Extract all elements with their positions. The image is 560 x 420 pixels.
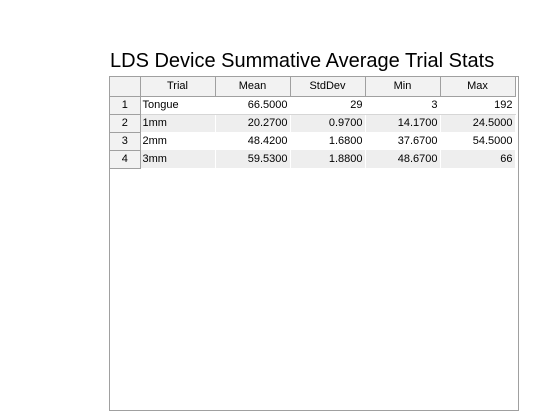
cell-mean[interactable]: 66.5000 <box>214 95 291 115</box>
cell-trial[interactable]: Tongue <box>139 95 216 115</box>
table-row[interactable]: 3 2mm 48.4200 1.6800 37.6700 54.5000 <box>110 132 516 151</box>
row-number[interactable]: 4 <box>110 150 141 169</box>
table-row[interactable]: 2 1mm 20.2700 0.9700 14.1700 24.5000 <box>110 114 516 133</box>
row-number[interactable]: 1 <box>110 96 141 115</box>
cell-stddev[interactable]: 29 <box>289 95 366 115</box>
column-header-mean[interactable]: Mean <box>215 77 291 97</box>
page-title: LDS Device Summative Average Trial Stats <box>110 50 495 72</box>
cell-max[interactable]: 24.5000 <box>440 114 516 132</box>
cell-trial[interactable]: 1mm <box>140 114 216 132</box>
cell-min[interactable]: 48.6700 <box>365 150 441 168</box>
cell-stddev[interactable]: 1.6800 <box>290 132 366 150</box>
cell-stddev[interactable]: 1.8800 <box>290 150 366 168</box>
cell-min[interactable]: 37.6700 <box>365 132 441 150</box>
stats-table: Trial Mean StdDev Min Max 1 Tongue 66.50… <box>110 77 516 169</box>
cell-mean[interactable]: 59.5300 <box>215 150 291 168</box>
stats-grid[interactable]: Trial Mean StdDev Min Max 1 Tongue 66.50… <box>109 76 519 411</box>
column-header-stddev[interactable]: StdDev <box>290 77 366 97</box>
cell-max[interactable]: 192 <box>439 95 516 115</box>
header-row: Trial Mean StdDev Min Max <box>110 77 516 97</box>
column-header-max[interactable]: Max <box>440 77 516 97</box>
cell-max[interactable]: 54.5000 <box>440 132 516 150</box>
cell-mean[interactable]: 20.2700 <box>215 114 291 132</box>
cell-trial[interactable]: 3mm <box>140 150 216 168</box>
cell-max[interactable]: 66 <box>440 150 516 168</box>
cell-stddev[interactable]: 0.9700 <box>290 114 366 132</box>
cell-trial[interactable]: 2mm <box>140 132 216 150</box>
cell-min[interactable]: 3 <box>364 95 441 115</box>
corner-cell[interactable] <box>110 77 141 97</box>
cell-mean[interactable]: 48.4200 <box>215 132 291 150</box>
table-row[interactable]: 1 Tongue 66.5000 29 3 192 <box>110 95 516 115</box>
cell-min[interactable]: 14.1700 <box>365 114 441 132</box>
table-row[interactable]: 4 3mm 59.5300 1.8800 48.6700 66 <box>110 150 516 169</box>
row-number[interactable]: 3 <box>110 132 141 151</box>
row-number[interactable]: 2 <box>110 114 141 133</box>
column-header-trial[interactable]: Trial <box>140 77 216 97</box>
column-header-min[interactable]: Min <box>365 77 441 97</box>
